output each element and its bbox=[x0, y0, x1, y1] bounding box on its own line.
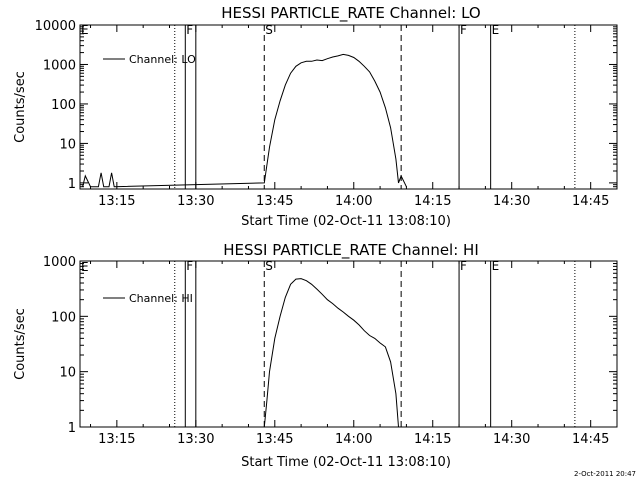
y-tick-label: 100 bbox=[51, 310, 76, 325]
y-axis-label: Counts/sec bbox=[13, 308, 28, 380]
plot-frame bbox=[79, 24, 618, 190]
x-tick-label: 14:45 bbox=[572, 194, 609, 209]
x-tick-labels: 13:15 13:30 13:45 14:00 14:15 14:30 14:45 bbox=[98, 194, 609, 209]
series-line-hi bbox=[263, 278, 399, 428]
x-tick-label: 14:30 bbox=[493, 432, 530, 447]
x-tick-label: 14:45 bbox=[572, 432, 609, 447]
marker-label: E bbox=[492, 259, 500, 273]
marker-label: F bbox=[460, 23, 467, 37]
x-tick-label: 14:15 bbox=[414, 194, 451, 209]
x-tick-label: 13:15 bbox=[98, 432, 135, 447]
legend-entry: Channel: HI bbox=[129, 292, 193, 305]
y-tick-label: 10 bbox=[59, 137, 76, 152]
x-tick-label: 14:15 bbox=[414, 432, 451, 447]
y-tick-labels: 1 10 100 1000 10000 bbox=[35, 19, 76, 192]
x-tick-label: 13:30 bbox=[177, 194, 214, 209]
x-tick-label: 14:00 bbox=[335, 432, 372, 447]
corner-marker: E bbox=[81, 260, 89, 274]
y-tick-label: 1 bbox=[68, 421, 76, 436]
y-axis-label: Counts/sec bbox=[13, 71, 28, 143]
x-tick-label: 14:30 bbox=[493, 194, 530, 209]
y-tick-label: 100 bbox=[51, 98, 76, 113]
marker-label: F bbox=[460, 259, 467, 273]
plot-frame bbox=[79, 260, 618, 428]
y-tick-label: 10 bbox=[59, 366, 76, 381]
x-axis-label: Start Time (02-Oct-11 13:08:10) bbox=[241, 455, 451, 470]
marker-label: E bbox=[492, 23, 500, 37]
y-tick-label: 10000 bbox=[35, 19, 76, 34]
marker-label: F bbox=[186, 23, 193, 37]
x-tick-label: 13:30 bbox=[177, 432, 214, 447]
marker-label: S bbox=[265, 23, 273, 37]
y-tick-label: 1000 bbox=[43, 255, 76, 270]
x-tick-label: 13:45 bbox=[256, 432, 293, 447]
axis-ticks bbox=[80, 24, 618, 190]
marker-label: S bbox=[265, 259, 273, 273]
corner-marker: E bbox=[81, 23, 89, 37]
x-tick-labels: 13:15 13:30 13:45 14:00 14:15 14:30 14:45 bbox=[98, 432, 609, 447]
x-tick-label: 13:15 bbox=[98, 194, 135, 209]
y-tick-label: 1000 bbox=[43, 58, 76, 73]
footer-timestamp: 2-Oct-2011 20:47 bbox=[574, 470, 636, 478]
panel-title: HESSI PARTICLE_RATE Channel: LO bbox=[221, 4, 480, 23]
x-tick-label: 14:00 bbox=[335, 194, 372, 209]
y-tick-label: 1 bbox=[68, 177, 76, 192]
hi-channel-panel: HESSI PARTICLE_RATE Channel: HI F S F E 1 10… bbox=[13, 241, 618, 470]
y-tick-labels: 1 10 100 1000 bbox=[43, 255, 76, 436]
x-tick-label: 13:45 bbox=[256, 194, 293, 209]
panel-title: HESSI PARTICLE_RATE Channel: HI bbox=[223, 241, 479, 260]
axis-ticks bbox=[80, 260, 618, 428]
legend-entry: Channel: LO bbox=[129, 53, 196, 66]
legend: Channel: LO bbox=[103, 53, 196, 66]
x-axis-label: Start Time (02-Oct-11 13:08:10) bbox=[241, 214, 451, 229]
legend: Channel: HI bbox=[103, 292, 193, 305]
series-line-lo bbox=[82, 53, 407, 188]
marker-label: F bbox=[186, 259, 193, 273]
lo-channel-panel: HESSI PARTICLE_RATE Channel: LO F S F E 1 10… bbox=[13, 4, 618, 229]
